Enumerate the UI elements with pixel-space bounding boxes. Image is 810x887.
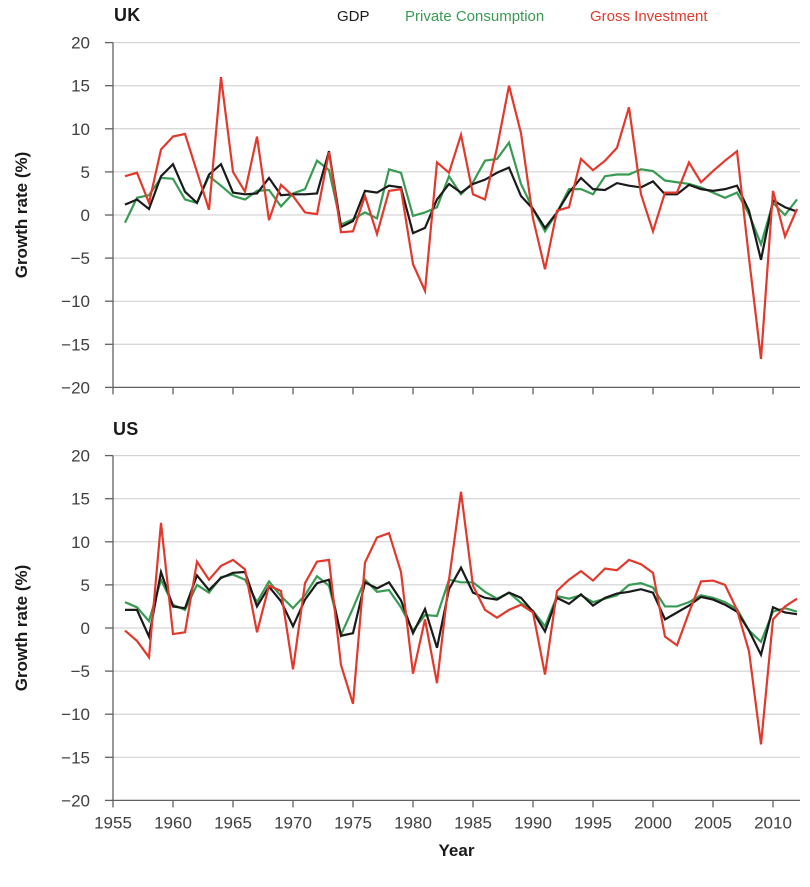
- svg-text:0: 0: [81, 619, 90, 638]
- svg-text:20: 20: [71, 34, 90, 53]
- svg-text:−15: −15: [61, 335, 90, 354]
- us-gdp-line: [125, 565, 798, 658]
- svg-text:2010: 2010: [754, 813, 792, 832]
- svg-text:1975: 1975: [334, 813, 372, 832]
- svg-text:2005: 2005: [694, 813, 732, 832]
- x-axis-label: Year: [438, 841, 475, 860]
- svg-text:15: 15: [71, 77, 90, 96]
- svg-text:−10: −10: [61, 705, 90, 724]
- svg-text:1955: 1955: [94, 813, 132, 832]
- us-panel-title: US: [113, 419, 139, 439]
- us-gross-investment-line: [124, 491, 798, 745]
- svg-text:−20: −20: [61, 378, 90, 397]
- svg-text:1990: 1990: [514, 813, 552, 832]
- svg-text:1970: 1970: [274, 813, 312, 832]
- legend-item-gross-investment: Gross Investment: [590, 8, 708, 25]
- svg-text:1980: 1980: [394, 813, 432, 832]
- svg-text:0: 0: [81, 206, 90, 225]
- legend-item-gdp: GDP: [337, 8, 370, 25]
- svg-text:−5: −5: [71, 249, 90, 268]
- svg-text:1960: 1960: [154, 813, 192, 832]
- svg-text:1985: 1985: [454, 813, 492, 832]
- uk-y-axis-label: Growth rate (%): [12, 151, 31, 279]
- svg-text:10: 10: [71, 120, 90, 139]
- uk-private-consumption-line: [124, 140, 798, 248]
- svg-text:2000: 2000: [634, 813, 672, 832]
- uk-gdp-line: [124, 150, 798, 261]
- svg-text:5: 5: [81, 576, 90, 595]
- svg-text:−5: −5: [71, 662, 90, 681]
- svg-text:20: 20: [71, 447, 90, 466]
- svg-text:15: 15: [71, 490, 90, 509]
- legend-item-private-consumption: Private Consumption: [405, 8, 545, 25]
- svg-text:5: 5: [81, 163, 90, 182]
- svg-text:1995: 1995: [574, 813, 612, 832]
- svg-text:−10: −10: [61, 292, 90, 311]
- uk-gross-investment-line: [124, 76, 799, 360]
- svg-text:1965: 1965: [214, 813, 252, 832]
- svg-text:−15: −15: [61, 748, 90, 767]
- us-private-consumption-line: [124, 573, 798, 644]
- svg-text:10: 10: [71, 533, 90, 552]
- us-y-axis-label: Growth rate (%): [12, 564, 31, 692]
- svg-text:−20: −20: [61, 791, 90, 810]
- uk-panel-title: UK: [114, 5, 141, 25]
